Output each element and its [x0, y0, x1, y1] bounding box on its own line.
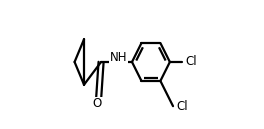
Text: Cl: Cl	[177, 100, 188, 113]
Text: O: O	[93, 97, 102, 110]
Text: Cl: Cl	[186, 55, 197, 68]
Text: NH: NH	[110, 51, 127, 64]
